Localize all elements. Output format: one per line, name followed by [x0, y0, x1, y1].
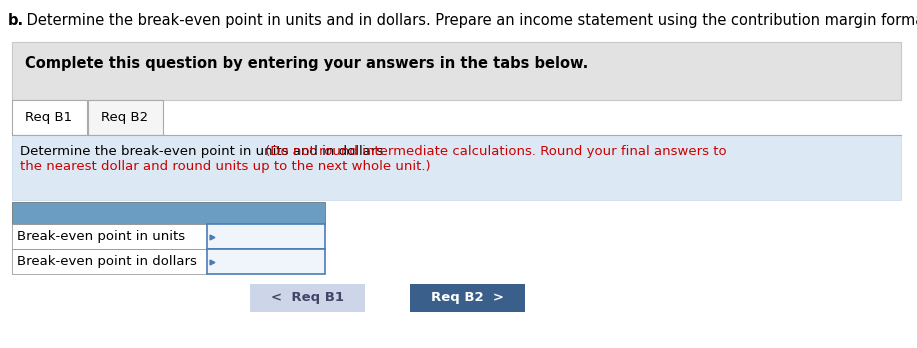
Text: (Do not round intermediate calculations. Round your final answers to: (Do not round intermediate calculations.…: [261, 145, 726, 158]
FancyBboxPatch shape: [12, 100, 87, 135]
Text: Req B2: Req B2: [102, 111, 149, 124]
FancyBboxPatch shape: [12, 224, 207, 249]
Text: <  Req B1: < Req B1: [271, 292, 344, 304]
FancyBboxPatch shape: [410, 284, 525, 312]
FancyBboxPatch shape: [250, 284, 365, 312]
FancyBboxPatch shape: [12, 42, 901, 100]
FancyBboxPatch shape: [88, 100, 163, 135]
Text: Break-even point in dollars: Break-even point in dollars: [17, 255, 197, 268]
FancyBboxPatch shape: [12, 202, 325, 224]
Text: b.: b.: [8, 13, 24, 28]
Text: Complete this question by entering your answers in the tabs below.: Complete this question by entering your …: [25, 56, 588, 71]
Text: Determine the break-even point in units and in dollars.: Determine the break-even point in units …: [20, 145, 387, 158]
Text: Req B1: Req B1: [26, 111, 72, 124]
Text: the nearest dollar and round units up to the next whole unit.): the nearest dollar and round units up to…: [20, 160, 431, 173]
Text: Determine the break-even point in units and in dollars. Prepare an income statem: Determine the break-even point in units …: [22, 13, 917, 28]
FancyBboxPatch shape: [207, 224, 325, 249]
FancyBboxPatch shape: [12, 135, 901, 200]
Text: Req B2  >: Req B2 >: [431, 292, 504, 304]
FancyBboxPatch shape: [207, 249, 325, 274]
Text: Break-even point in units: Break-even point in units: [17, 230, 185, 243]
FancyBboxPatch shape: [12, 249, 207, 274]
